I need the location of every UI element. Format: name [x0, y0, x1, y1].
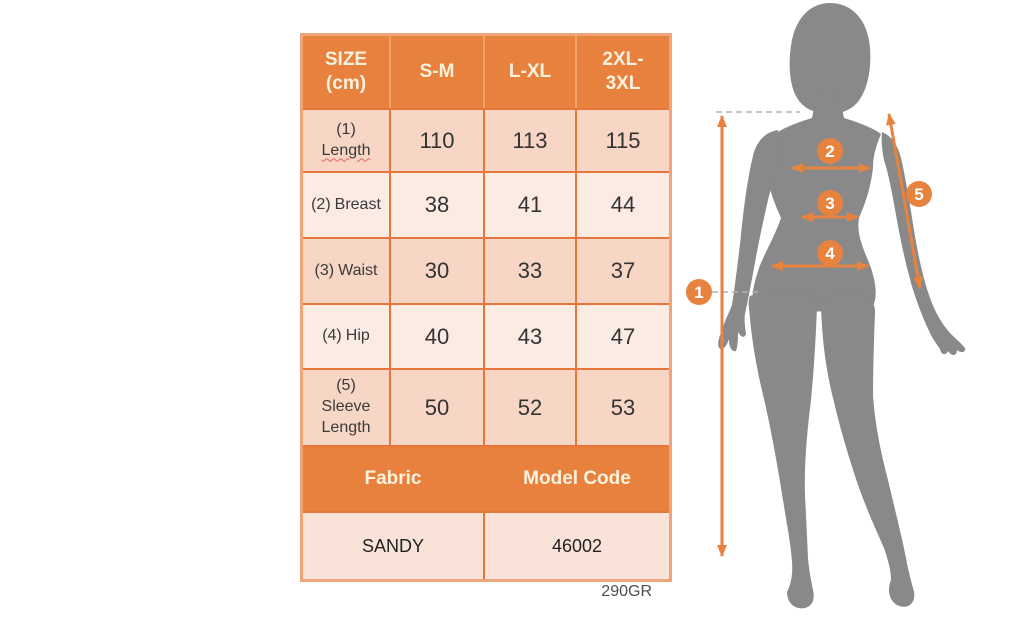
value-hip-s-m: 40: [391, 305, 483, 368]
row-name: Breast: [334, 195, 381, 213]
model-code-value: 46002: [485, 513, 669, 579]
model-code-header: Model Code: [485, 447, 669, 511]
row-number: (5): [336, 377, 356, 395]
row-label-sleeve-length: (5) Sleeve Length: [303, 370, 389, 445]
marker-4-number: 4: [825, 244, 835, 263]
fabric-header: Fabric: [303, 447, 483, 511]
marker-4: 4: [817, 240, 843, 266]
measurement-figure: 1 2 3 4 5: [680, 0, 980, 624]
row-label-breast: (2) Breast: [303, 173, 389, 237]
marker-3-number: 3: [825, 194, 834, 213]
marker-5-circle: [906, 181, 932, 207]
value-sleeve-s-m: 50: [391, 370, 483, 445]
marker-3-circle: [817, 190, 843, 216]
marker-5: 5: [906, 181, 932, 207]
col-header-2xl-3xl: 2XL- 3XL: [577, 36, 669, 108]
marker-2-number: 2: [825, 142, 834, 161]
value-length-s-m: 110: [391, 110, 483, 171]
marker-3: 3: [817, 190, 843, 216]
marker-1-circle: [686, 279, 712, 305]
value-hip-l-xl: 43: [485, 305, 575, 368]
sleeve-arrow: [886, 113, 923, 289]
col-header-l-xl: L-XL: [485, 36, 575, 108]
col-header-s-m: S-M: [391, 36, 483, 108]
row-name: Length: [321, 141, 371, 159]
value-length-2xl-3xl: 115: [577, 110, 669, 171]
row-label-hip: (4) Hip: [303, 305, 389, 368]
marker-1-number: 1: [694, 283, 703, 302]
row-number: (3): [314, 261, 335, 279]
row-number: (2): [311, 195, 331, 213]
value-waist-s-m: 30: [391, 239, 483, 303]
value-hip-2xl-3xl: 47: [577, 305, 669, 368]
row-number: (1): [336, 120, 356, 138]
marker-4-circle: [817, 240, 843, 266]
row-name: Sleeve Length: [321, 398, 371, 436]
value-length-l-xl: 113: [485, 110, 575, 171]
value-breast-s-m: 38: [391, 173, 483, 237]
marker-1: 1: [686, 279, 712, 305]
size-table: SIZE (cm) S-M L-XL 2XL- 3XL (1) Length 1…: [300, 33, 672, 582]
marker-2-circle: [817, 138, 843, 164]
value-waist-l-xl: 33: [485, 239, 575, 303]
row-name: Waist: [338, 261, 378, 279]
value-sleeve-2xl-3xl: 53: [577, 370, 669, 445]
row-label-length: (1) Length: [303, 110, 389, 171]
weight-note: 290GR: [601, 583, 652, 600]
col-header-size: SIZE (cm): [303, 36, 389, 108]
value-breast-2xl-3xl: 44: [577, 173, 669, 237]
marker-5-number: 5: [914, 185, 923, 204]
value-breast-l-xl: 41: [485, 173, 575, 237]
row-number: (4): [322, 327, 342, 345]
value-waist-2xl-3xl: 37: [577, 239, 669, 303]
marker-2: 2: [817, 138, 843, 164]
woman-silhouette: [718, 3, 966, 609]
fabric-value: SANDY: [303, 513, 483, 579]
woman-silhouette-diagram: 1 2 3 4 5: [686, 3, 966, 609]
row-label-waist: (3) Waist: [303, 239, 389, 303]
value-sleeve-l-xl: 52: [485, 370, 575, 445]
row-name: Hip: [345, 327, 370, 345]
